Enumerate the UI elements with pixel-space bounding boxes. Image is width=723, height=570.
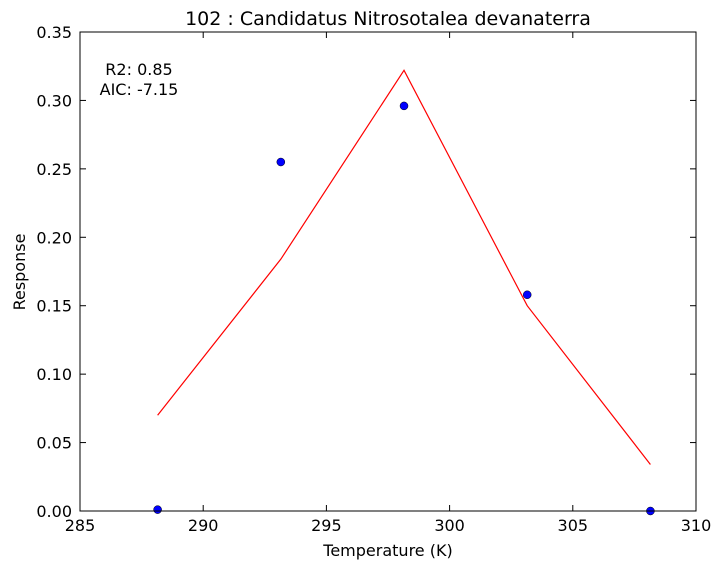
x-axis-label: Temperature (K) [322,541,452,560]
x-tick-label: 305 [558,516,589,535]
x-tick-label: 300 [434,516,465,535]
x-tick-label: 285 [65,516,96,535]
axis-ticks [79,31,697,512]
chart-title: 102 : Candidatus Nitrosotalea devanaterr… [185,8,591,30]
y-axis-label: Response [10,234,29,311]
plot-frame [79,31,697,512]
y-tick-label: 0.10 [36,365,72,384]
fit-annotations: R2: 0.85 AIC: -7.15 [100,60,179,99]
x-tick-label: 295 [311,516,342,535]
data-points [153,101,655,516]
data-point [276,157,286,167]
r2-annotation: R2: 0.85 [105,60,172,79]
x-tick-labels: 285 290 295 300 305 310 [65,516,712,535]
fit-line [157,69,651,465]
data-point [522,290,532,300]
x-tick-label: 290 [188,516,219,535]
aic-annotation: AIC: -7.15 [100,80,179,99]
y-tick-label: 0.15 [36,297,72,316]
y-tick-label: 0.05 [36,434,72,453]
y-tick-label: 0.35 [36,23,72,42]
x-tick-label: 310 [681,516,712,535]
y-tick-labels: 0.00 0.05 0.10 0.15 0.20 0.25 0.30 0.35 [36,23,72,521]
y-tick-label: 0.25 [36,160,72,179]
y-tick-label: 0.30 [36,91,72,110]
y-tick-label: 0.20 [36,228,72,247]
y-tick-label: 0.00 [36,502,72,521]
data-point [153,505,162,514]
data-point [399,101,409,111]
